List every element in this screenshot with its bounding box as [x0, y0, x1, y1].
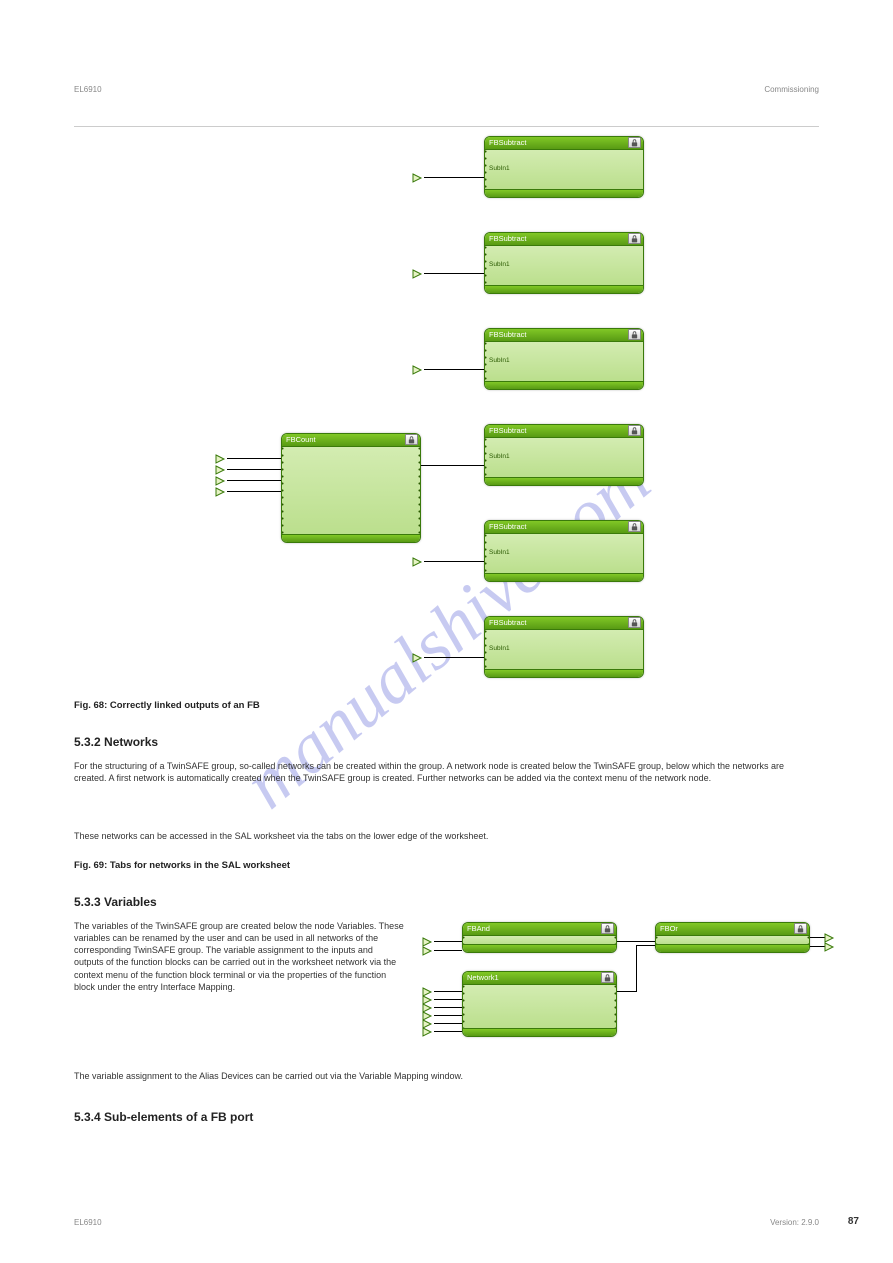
fb-subtract-box[interactable]: FBSubtract SubIn1 — [484, 136, 644, 198]
input-arrow-icon — [215, 487, 229, 497]
fb-subtract-box[interactable]: FBSubtract SubIn1 — [484, 520, 644, 582]
connection-wire — [434, 941, 462, 942]
section-title: 5.3.2 Networks — [74, 735, 158, 749]
fb-title: FBOr — [660, 924, 678, 933]
input-arrow-icon — [422, 1027, 436, 1037]
footer-left: EL6910 — [74, 1218, 102, 1227]
connection-wire — [421, 465, 484, 466]
connection-wire — [617, 941, 655, 942]
connection-wire — [424, 369, 484, 370]
output-arrow-icon — [824, 942, 838, 952]
lock-icon — [601, 923, 614, 934]
fb-or-box[interactable]: FBOr — [655, 922, 810, 953]
fb-subtract-box[interactable]: FBSubtract SubIn1 — [484, 616, 644, 678]
figure-caption: Fig. 69: Tabs for networks in the SAL wo… — [74, 860, 290, 871]
lock-icon — [628, 329, 641, 340]
connection-wire — [434, 991, 462, 992]
connection-wire — [434, 1023, 462, 1024]
fb-port: SubIn1 — [489, 454, 639, 461]
fb-title: FBCount — [286, 435, 316, 444]
body-paragraph: The variable assignment to the Alias Dev… — [74, 1070, 819, 1082]
connection-wire — [424, 657, 484, 658]
input-arrow-icon — [412, 365, 426, 375]
fb-title: FBSubtract — [489, 234, 527, 243]
input-arrow-icon — [412, 557, 426, 567]
connection-wire — [434, 950, 462, 951]
section-title: 5.3.4 Sub-elements of a FB port — [74, 1110, 253, 1124]
fb-title: FBSubtract — [489, 138, 527, 147]
connection-wire — [636, 945, 637, 992]
footer-right: Version: 2.9.0 — [770, 1218, 819, 1227]
fb-subtract-box[interactable]: FBSubtract SubIn1 — [484, 232, 644, 294]
connection-wire — [227, 458, 281, 459]
input-arrow-icon — [215, 454, 229, 464]
fb-port: SubIn1 — [489, 358, 639, 365]
header-right: Commissioning — [764, 85, 819, 94]
body-paragraph: The variables of the TwinSAFE group are … — [74, 920, 404, 993]
lock-icon — [628, 617, 641, 628]
fb-title: FBSubtract — [489, 618, 527, 627]
network-box[interactable]: Network1 — [462, 971, 617, 1037]
connection-wire — [424, 561, 484, 562]
connection-wire — [434, 1007, 462, 1008]
connection-wire — [434, 999, 462, 1000]
input-arrow-icon — [215, 465, 229, 475]
connection-wire — [227, 480, 281, 481]
fb-and-box[interactable]: FBAnd — [462, 922, 617, 953]
fb-port: SubIn1 — [489, 166, 639, 173]
fb-title: Network1 — [467, 973, 499, 982]
input-arrow-icon — [422, 946, 436, 956]
lock-icon — [628, 233, 641, 244]
fb-count-box[interactable]: FBCount — [281, 433, 421, 543]
lock-icon — [628, 137, 641, 148]
fb-port: SubIn1 — [489, 550, 639, 557]
connection-wire — [227, 469, 281, 470]
connection-wire — [424, 177, 484, 178]
lock-icon — [405, 434, 418, 445]
lock-icon — [628, 521, 641, 532]
figure-caption: Fig. 68: Correctly linked outputs of an … — [74, 700, 260, 711]
header-left: EL6910 — [74, 85, 102, 94]
fb-subtract-box[interactable]: FBSubtract SubIn1 — [484, 424, 644, 486]
connection-wire — [424, 273, 484, 274]
connection-wire — [636, 945, 655, 946]
connection-wire — [617, 991, 637, 992]
connection-wire — [227, 491, 281, 492]
lock-icon — [601, 972, 614, 983]
fb-title: FBAnd — [467, 924, 490, 933]
lock-icon — [794, 923, 807, 934]
fb-title: FBSubtract — [489, 522, 527, 531]
input-arrow-icon — [412, 653, 426, 663]
section-title: 5.3.3 Variables — [74, 895, 157, 909]
body-paragraph: For the structuring of a TwinSAFE group,… — [74, 760, 819, 784]
connection-wire — [434, 1031, 462, 1032]
lock-icon — [628, 425, 641, 436]
fb-title: FBSubtract — [489, 330, 527, 339]
fb-subtract-box[interactable]: FBSubtract SubIn1 — [484, 328, 644, 390]
input-arrow-icon — [412, 269, 426, 279]
page-number: 87 — [848, 1216, 859, 1227]
fb-port: SubIn1 — [489, 646, 639, 653]
fb-title: FBSubtract — [489, 426, 527, 435]
input-arrow-icon — [412, 173, 426, 183]
fb-port: SubIn1 — [489, 262, 639, 269]
body-paragraph: These networks can be accessed in the SA… — [74, 830, 819, 842]
header-rule — [74, 126, 819, 127]
input-arrow-icon — [215, 476, 229, 486]
connection-wire — [434, 1015, 462, 1016]
